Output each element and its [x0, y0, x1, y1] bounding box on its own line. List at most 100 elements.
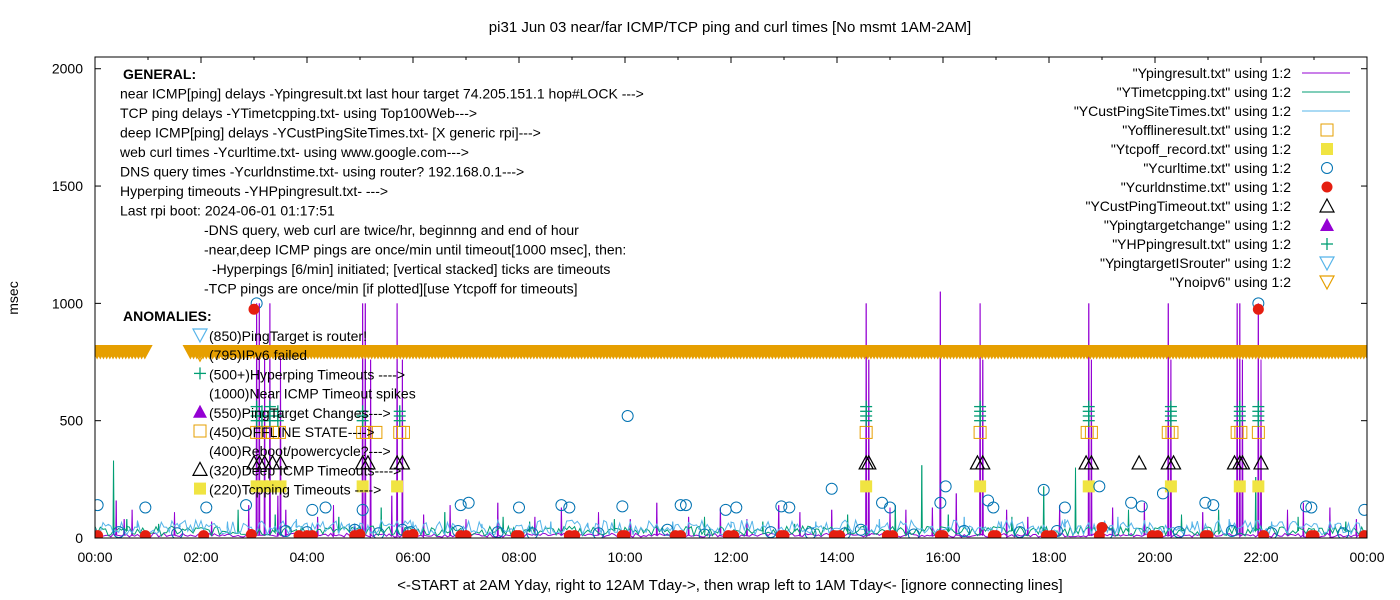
- series-7: [245, 454, 1270, 470]
- data-point: [563, 501, 576, 514]
- data-point: [279, 524, 292, 537]
- data-point: [1358, 503, 1367, 516]
- data-point: [1199, 496, 1212, 509]
- anomaly-symbol: [191, 461, 209, 476]
- data-point: [887, 530, 899, 538]
- x-tick-label: 16:00: [925, 549, 960, 565]
- x-tick-label: 10:00: [607, 549, 642, 565]
- y-tick-label: 0: [75, 530, 83, 546]
- data-point: [200, 501, 213, 514]
- data-point: [263, 480, 276, 493]
- data-point: [266, 425, 280, 439]
- data-point: [407, 528, 419, 538]
- ipv6-failed-marker: [1370, 345, 1384, 358]
- legend-label: "Ypingtargetchange" using 1:2: [1104, 217, 1291, 233]
- data-point: [876, 496, 889, 509]
- data-point: [1234, 425, 1248, 439]
- y-tick-label: 2000: [52, 61, 83, 77]
- data-point: [1164, 400, 1177, 413]
- legend-swatch: [1321, 181, 1333, 193]
- series-4: [250, 480, 1265, 493]
- general-note-line: Last rpi boot: 2024-06-01 01:17:51: [120, 203, 335, 219]
- data-point: [264, 454, 281, 470]
- x-tick-label: 02:00: [183, 549, 218, 565]
- data-point: [460, 530, 472, 538]
- data-point: [1093, 480, 1106, 493]
- general-note-line: -Hyperpings [6/min] initiated; [vertical…: [212, 261, 610, 277]
- data-point: [1252, 400, 1265, 413]
- series-6: [95, 303, 1367, 538]
- legend-label: "Ypingresult.txt" using 1:2: [1133, 65, 1292, 81]
- data-point: [974, 454, 991, 470]
- anomaly-line: (850)PingTarget is router!: [209, 328, 367, 344]
- data-point: [1233, 400, 1246, 413]
- x-tick-label: 18:00: [1031, 549, 1066, 565]
- data-point: [619, 530, 631, 538]
- data-point: [198, 530, 210, 538]
- data-point: [356, 503, 369, 516]
- legend-swatch: [1321, 143, 1333, 155]
- general-note-line: web curl times -Ycurltime.txt- using www…: [119, 144, 469, 160]
- data-point: [987, 501, 1000, 514]
- legend-swatch: [1318, 256, 1336, 272]
- data-point: [934, 496, 947, 509]
- data-point: [860, 400, 873, 413]
- data-point: [1058, 501, 1071, 514]
- anomaly-symbol: [194, 367, 206, 380]
- data-point: [1131, 454, 1148, 470]
- data-point: [171, 527, 184, 538]
- data-point: [250, 400, 263, 413]
- legend-label: "YHPpingresult.txt" using 1:2: [1112, 236, 1291, 252]
- anomaly-line: (1000)Near ICMP Timeout spikes: [209, 386, 416, 402]
- data-point: [860, 480, 873, 493]
- data-point: [240, 499, 253, 512]
- data-point: [569, 530, 581, 538]
- data-point: [454, 499, 467, 512]
- general-note-line: TCP ping delays -YTimetcpping.txt- using…: [120, 105, 477, 121]
- data-point: [1152, 530, 1164, 538]
- ipv6-failed-marker: [77, 345, 91, 358]
- data-point: [1156, 487, 1169, 500]
- legend-swatch: [1318, 197, 1336, 213]
- data-point: [974, 400, 987, 413]
- data-point: [958, 524, 971, 537]
- anomaly-symbol: [191, 328, 209, 344]
- series-11: [77, 344, 1384, 360]
- data-point: [272, 425, 286, 439]
- data-point: [256, 454, 273, 470]
- data-point: [1300, 500, 1313, 513]
- data-point: [775, 500, 788, 513]
- data-point: [675, 530, 687, 538]
- data-point: [394, 454, 411, 470]
- y-tick-label: 1500: [52, 178, 83, 194]
- data-point: [719, 503, 732, 516]
- data-point: [1037, 483, 1050, 496]
- data-point: [306, 530, 318, 538]
- x-tick-label: 06:00: [395, 549, 430, 565]
- data-point: [592, 527, 605, 538]
- data-point: [1233, 480, 1246, 493]
- anomaly-line: (320)Deep ICMP Timeouts---->: [209, 462, 401, 478]
- data-point: [982, 494, 995, 507]
- series-9: [250, 400, 1265, 427]
- general-note-line: Hyperping timeouts -YHPpingresult.txt- -…: [120, 183, 388, 199]
- series-3: [250, 425, 1265, 439]
- general-note-line: -near,deep ICMP pings are once/min until…: [204, 242, 626, 258]
- legend-label: "Ytcpoff_record.txt" using 1:2: [1111, 141, 1291, 157]
- data-point: [526, 527, 539, 538]
- general-note-line: near ICMP[ping] delays -Ypingresult.txt …: [120, 86, 644, 102]
- anomaly-line: (400)Reboot/powercycle?--->: [209, 443, 391, 459]
- ipv6-failed-marker: [1365, 344, 1367, 348]
- data-point: [804, 527, 817, 538]
- data-point: [1337, 527, 1350, 538]
- series-5: [95, 297, 1367, 538]
- data-point: [391, 480, 404, 493]
- data-point: [974, 480, 987, 493]
- legend-label: "Yofflineresult.txt" using 1:2: [1122, 122, 1291, 138]
- x-tick-label: 20:00: [1137, 549, 1172, 565]
- data-point: [1258, 530, 1270, 538]
- data-point: [907, 528, 920, 538]
- plot-frame: [94, 56, 1368, 539]
- general-note-line: -TCP pings are once/min [if plotted][use…: [204, 281, 578, 297]
